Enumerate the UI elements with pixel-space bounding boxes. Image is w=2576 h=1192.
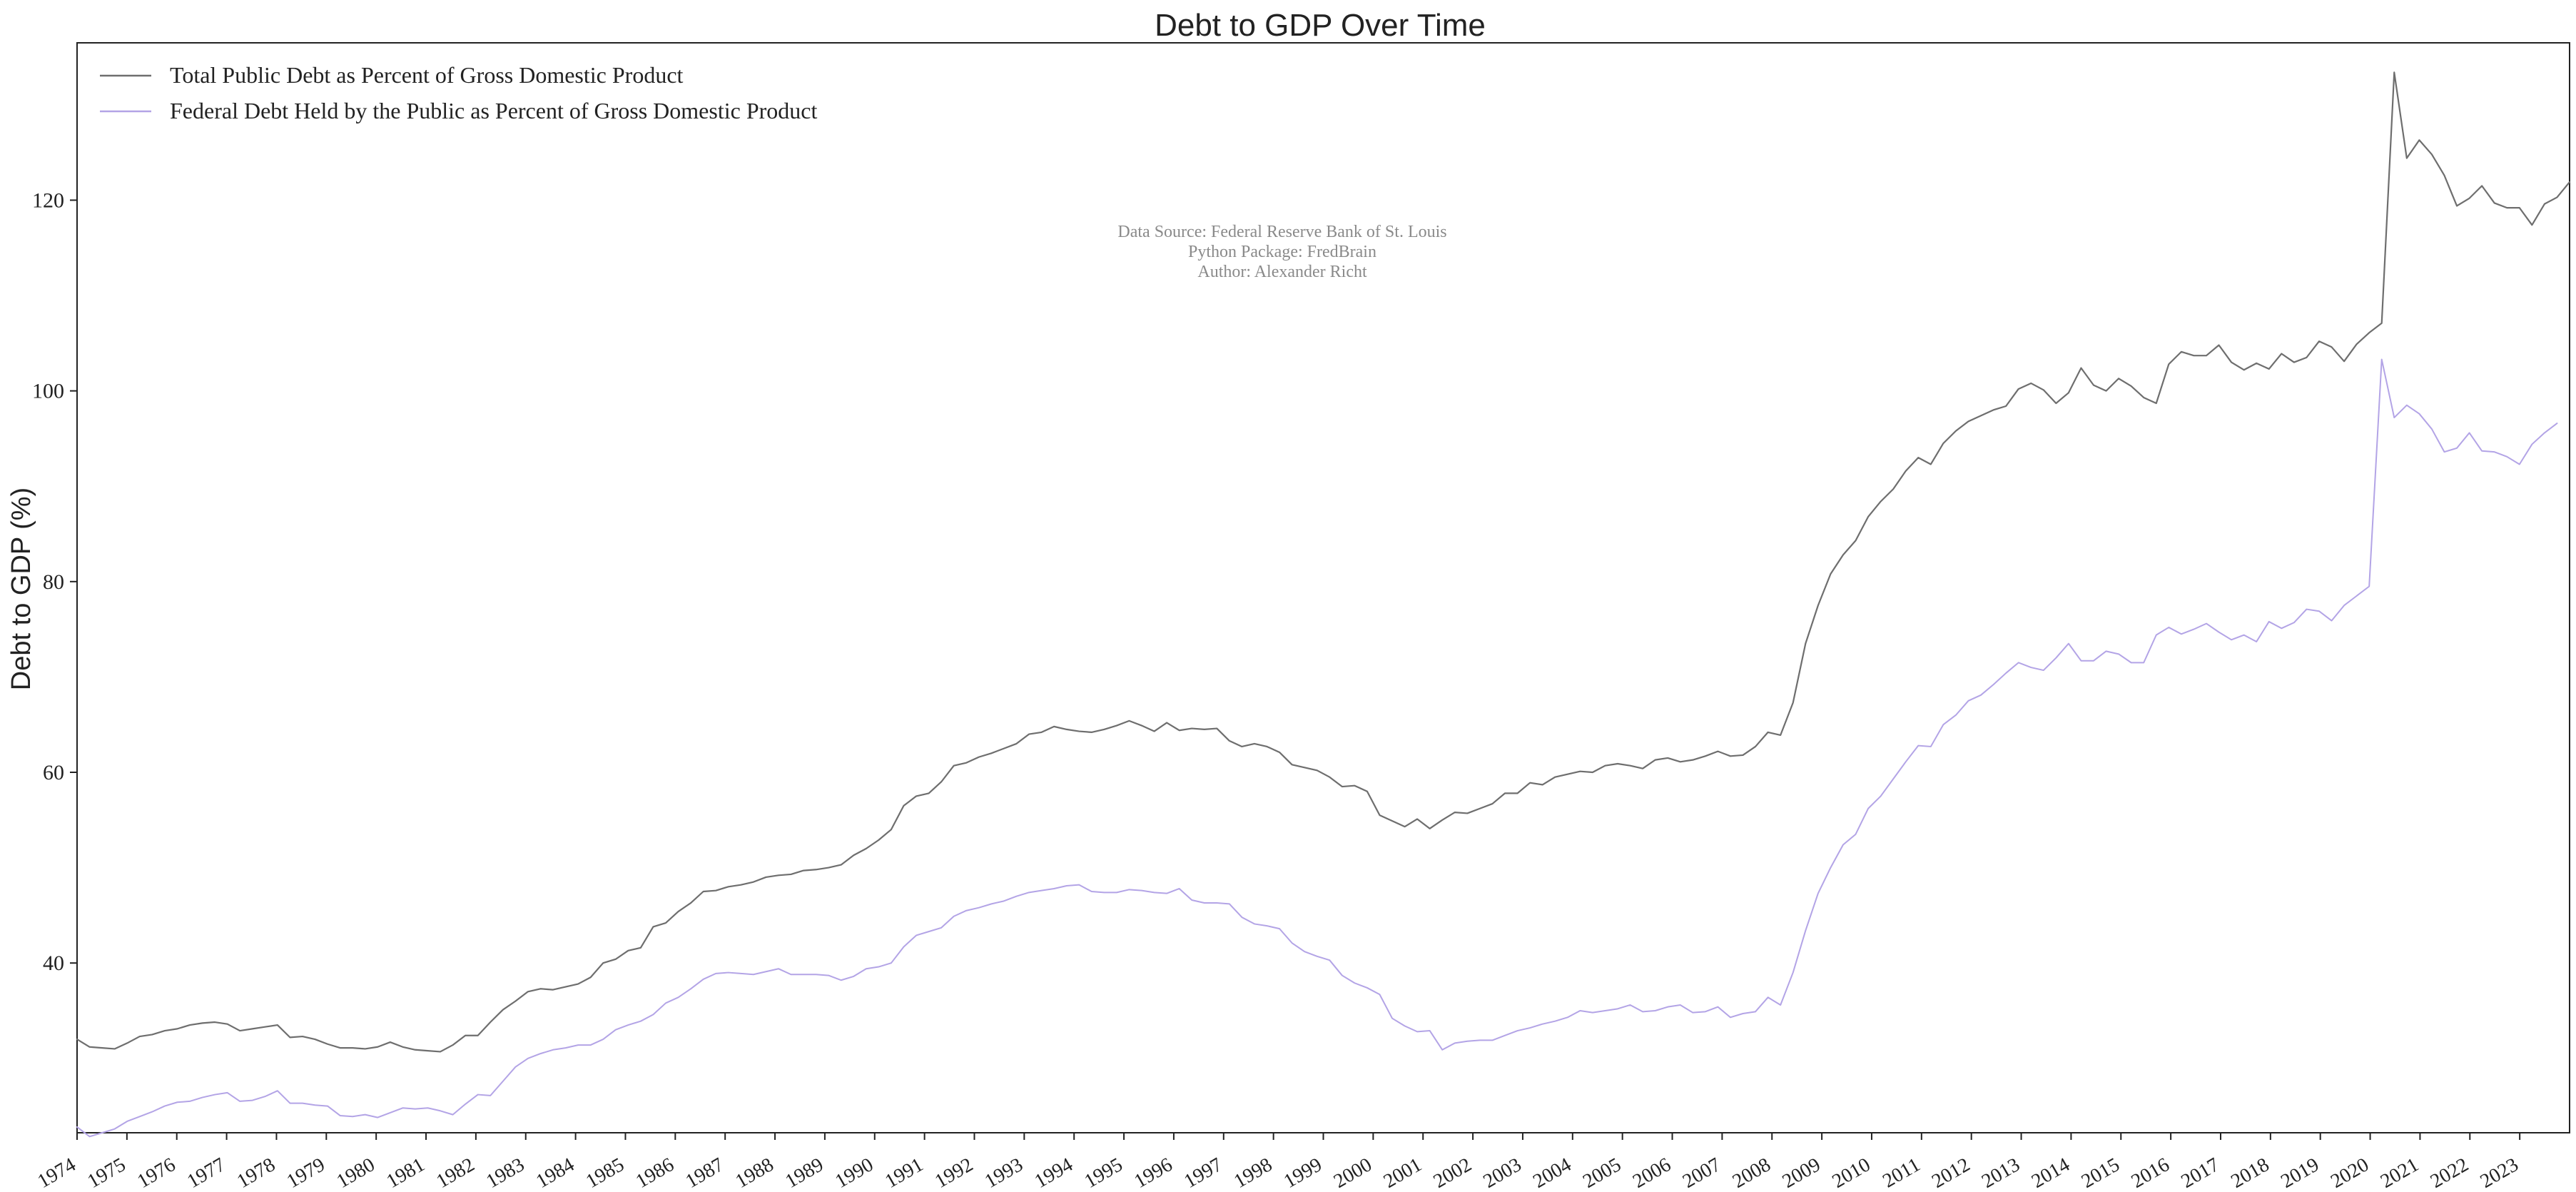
x-tick-label-2011: 2011 bbox=[1879, 1153, 1924, 1188]
x-tick-label-1977: 1977 bbox=[183, 1153, 229, 1188]
chart-title: Debt to GDP Over Time bbox=[1155, 8, 1486, 43]
x-tick-label-1987: 1987 bbox=[682, 1153, 728, 1188]
y-tick-label-120: 120 bbox=[32, 188, 64, 212]
x-tick-label-1978: 1978 bbox=[233, 1153, 279, 1188]
y-axis-label: Debt to GDP (%) bbox=[6, 488, 36, 690]
x-tick-label-2014: 2014 bbox=[2028, 1153, 2074, 1188]
x-tick-label-1995: 1995 bbox=[1081, 1153, 1127, 1188]
x-tick-label-2015: 2015 bbox=[2078, 1153, 2124, 1188]
y-tick-label-60: 60 bbox=[43, 761, 64, 784]
x-tick-label-1975: 1975 bbox=[83, 1153, 129, 1188]
x-tick-label-2004: 2004 bbox=[1529, 1153, 1575, 1188]
plot-frame bbox=[76, 42, 2570, 1133]
y-tick-label-100: 100 bbox=[32, 380, 64, 403]
x-tick-label-1994: 1994 bbox=[1031, 1153, 1077, 1188]
x-tick-label-1981: 1981 bbox=[383, 1153, 429, 1188]
x-tick-label-2013: 2013 bbox=[1978, 1153, 2024, 1188]
x-tick-label-1990: 1990 bbox=[831, 1153, 877, 1188]
x-tick-label-2022: 2022 bbox=[2427, 1153, 2473, 1188]
x-tick-label-1985: 1985 bbox=[582, 1153, 628, 1188]
x-tick-label-2005: 2005 bbox=[1579, 1153, 1625, 1188]
plot-area: 40 60 80 100 120 1974 1975 1976 1977 1978 1979 1980… bbox=[32, 71, 2571, 1192]
x-tick-label-2002: 2002 bbox=[1430, 1153, 1476, 1188]
x-tick-label-2001: 2001 bbox=[1380, 1153, 1426, 1188]
x-tick-label-1991: 1991 bbox=[881, 1153, 927, 1188]
x-tick-label-2021: 2021 bbox=[2377, 1153, 2423, 1188]
x-tick-label-2010: 2010 bbox=[1828, 1153, 1874, 1188]
x-tick-label-1998: 1998 bbox=[1230, 1153, 1276, 1188]
x-tick-label-2007: 2007 bbox=[1679, 1153, 1725, 1188]
x-tick-label-1988: 1988 bbox=[732, 1153, 778, 1188]
x-tick-label-1992: 1992 bbox=[931, 1153, 977, 1188]
x-tick-label-1989: 1989 bbox=[781, 1153, 827, 1188]
x-tick-label-2006: 2006 bbox=[1629, 1153, 1675, 1188]
x-tick-label-2017: 2017 bbox=[2177, 1153, 2223, 1188]
x-tick-label-2016: 2016 bbox=[2128, 1153, 2174, 1188]
x-tick-label-1999: 1999 bbox=[1280, 1153, 1326, 1188]
x-tick-label-2012: 2012 bbox=[1928, 1153, 1974, 1188]
x-tick-label-2000: 2000 bbox=[1330, 1153, 1376, 1188]
x-tick-label-1983: 1983 bbox=[482, 1153, 528, 1188]
annotation-line-2: Python Package: FredBrain bbox=[1188, 243, 1376, 261]
x-tick-label-1984: 1984 bbox=[532, 1153, 578, 1188]
series-line-1 bbox=[76, 71, 2571, 1053]
x-tick-label-2008: 2008 bbox=[1729, 1153, 1775, 1188]
x-tick-label-1976: 1976 bbox=[133, 1153, 179, 1188]
x-tick-label-1979: 1979 bbox=[283, 1153, 329, 1188]
x-tick-label-2019: 2019 bbox=[2277, 1153, 2323, 1188]
x-tick-label-1982: 1982 bbox=[432, 1153, 478, 1188]
x-tick-label-2023: 2023 bbox=[2477, 1153, 2522, 1188]
x-tick-label-1974: 1974 bbox=[34, 1153, 80, 1188]
annotation-line-1: Data Source: Federal Reserve Bank of St.… bbox=[1117, 223, 1446, 241]
x-tick-label-1986: 1986 bbox=[632, 1153, 678, 1188]
x-tick-label-2018: 2018 bbox=[2227, 1153, 2273, 1188]
annotation-line-3: Author: Alexander Richt bbox=[1197, 263, 1367, 281]
x-tick-label-1997: 1997 bbox=[1180, 1153, 1226, 1188]
source-annotation: Data Source: Federal Reserve Bank of St.… bbox=[1117, 223, 1446, 281]
legend-label-1: Total Public Debt as Percent of Gross Do… bbox=[170, 62, 684, 88]
x-tick-label-1993: 1993 bbox=[981, 1153, 1027, 1188]
x-tick-label-1996: 1996 bbox=[1130, 1153, 1176, 1188]
y-tick-label-40: 40 bbox=[43, 951, 64, 975]
x-tick-label-2009: 2009 bbox=[1779, 1153, 1825, 1188]
y-tick-label-80: 80 bbox=[43, 570, 64, 594]
x-tick-label-2003: 2003 bbox=[1479, 1153, 1525, 1188]
series-line-2 bbox=[76, 358, 2558, 1138]
legend: Total Public Debt as Percent of Gross Do… bbox=[100, 62, 817, 123]
x-tick-label-2020: 2020 bbox=[2327, 1153, 2373, 1188]
x-tick-label-1980: 1980 bbox=[333, 1153, 379, 1188]
legend-label-2: Federal Debt Held by the Public as Perce… bbox=[170, 98, 817, 123]
